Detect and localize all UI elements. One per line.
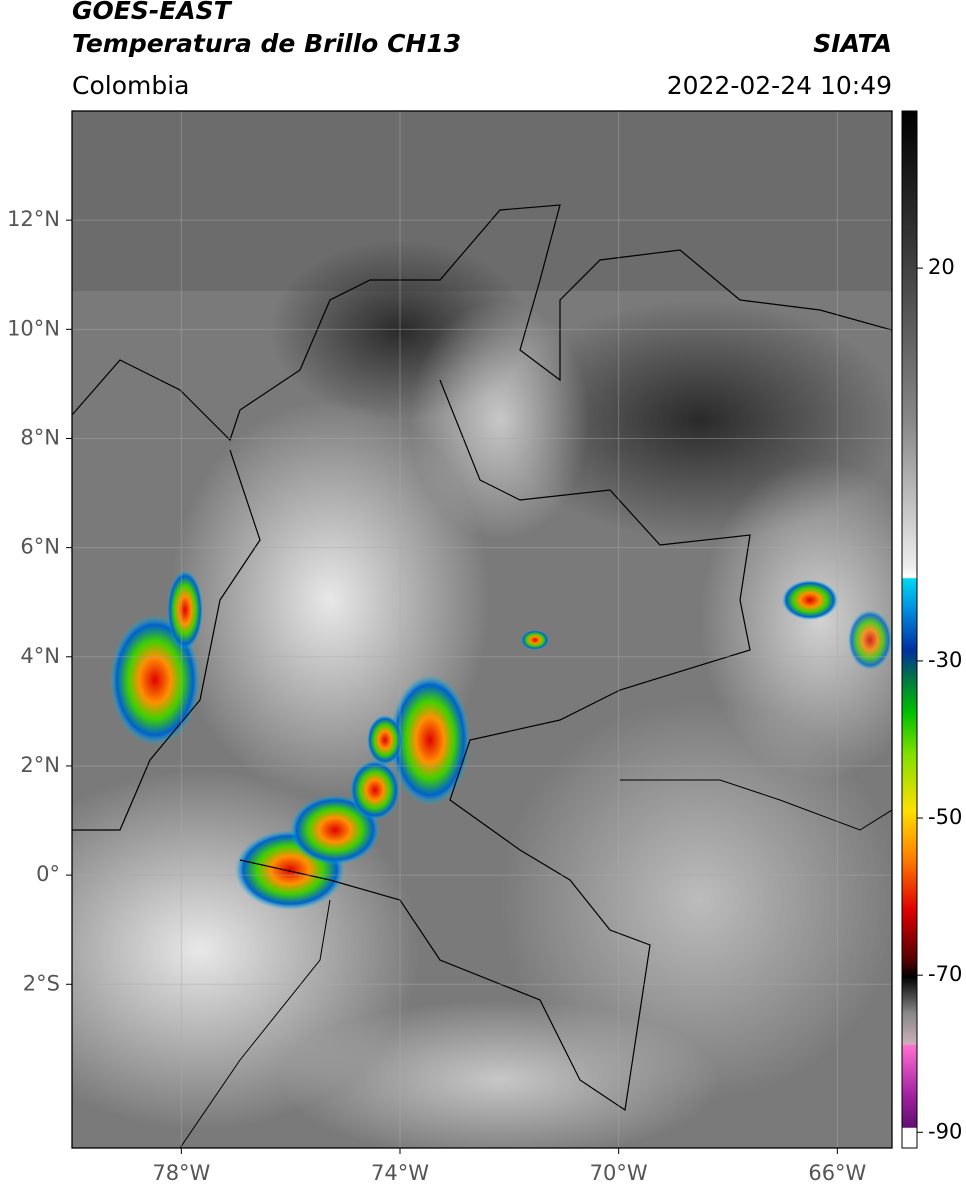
y-tick-label: 6°N [20, 535, 60, 559]
grid [72, 111, 892, 1148]
y-tick-label: 10°N [7, 316, 60, 340]
region: Colombia [72, 71, 189, 100]
datetime: 2022-02-24 10:49 [667, 71, 892, 100]
colorbar-tick-label: 20 [928, 255, 955, 279]
y-tick-label: 2°S [23, 971, 60, 995]
y-tick-label: 0° [36, 862, 60, 886]
colorbar-tick-label: -30 [928, 648, 962, 672]
x-tick-label: 70°W [590, 1161, 648, 1185]
source: SIATA [813, 29, 892, 58]
x-tick-label: 66°W [808, 1161, 866, 1185]
colorbar-tick-label: -90 [928, 1119, 962, 1143]
satellite-image [72, 111, 892, 1148]
subtitle: Temperatura de Brillo CH13 [72, 29, 461, 58]
colorbar-tick-label: -70 [928, 962, 962, 986]
colorbar-tick-label: -50 [928, 805, 962, 829]
y-tick-label: 12°N [7, 207, 60, 231]
y-tick-label: 8°N [20, 425, 60, 449]
colorbar [901, 110, 918, 1149]
x-tick-label: 78°W [152, 1161, 210, 1185]
x-tick-label: 74°W [371, 1161, 429, 1185]
title: GOES-EAST [72, 0, 233, 25]
y-tick-label: 4°N [20, 644, 60, 668]
map-frame [71, 110, 893, 1149]
y-tick-label: 2°N [20, 753, 60, 777]
